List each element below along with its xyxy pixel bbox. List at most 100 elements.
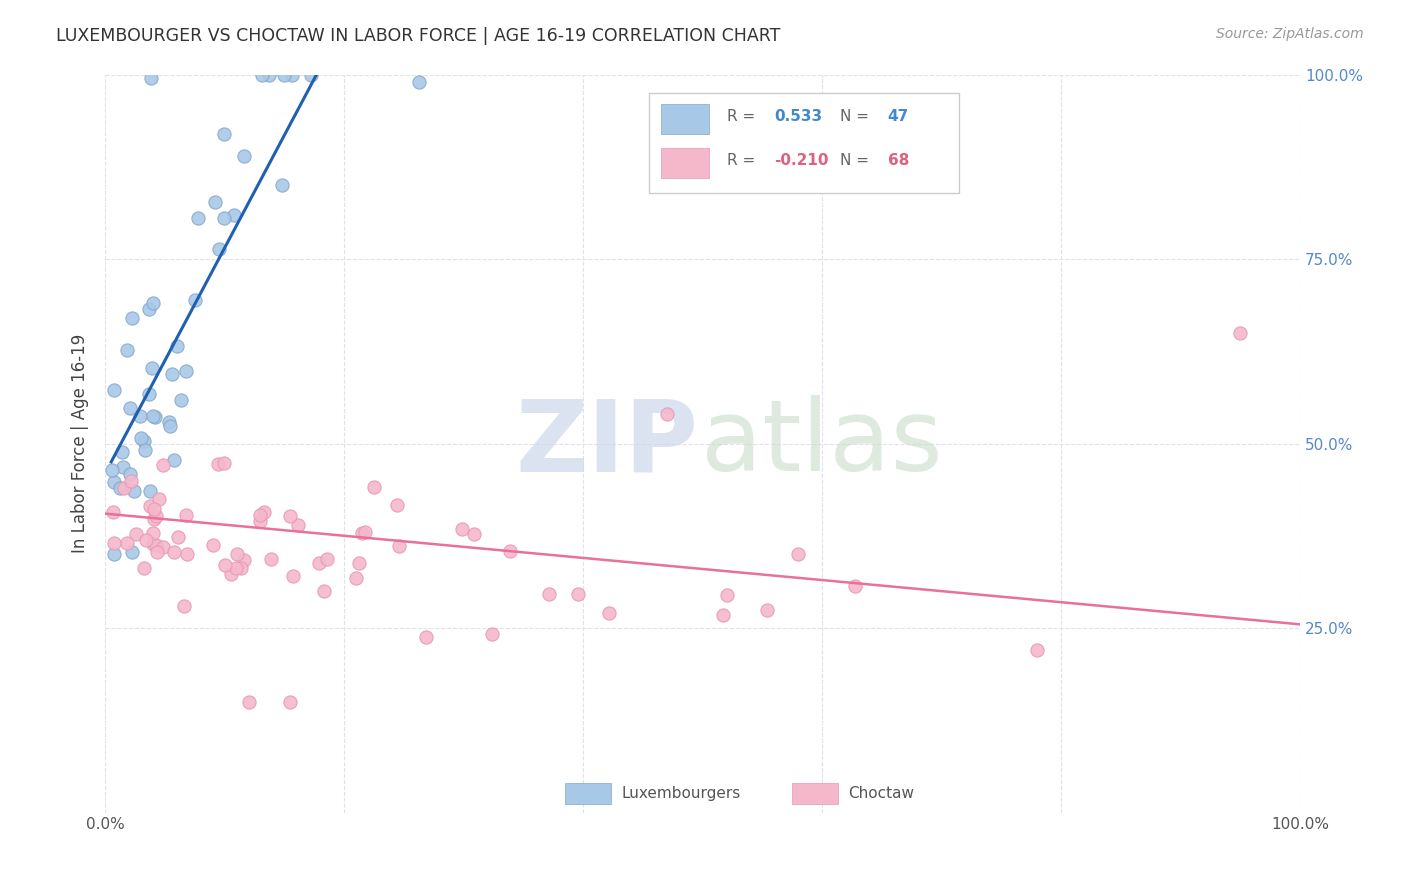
Text: -0.210: -0.210	[775, 153, 828, 169]
Point	[173, 599, 195, 614]
Point	[214, 558, 236, 573]
Point	[308, 556, 330, 570]
Point	[103, 536, 125, 550]
Point	[159, 419, 181, 434]
Point	[176, 548, 198, 562]
Text: 68: 68	[887, 153, 910, 169]
Text: LUXEMBOURGER VS CHOCTAW IN LABOR FORCE | AGE 16-19 CORRELATION CHART: LUXEMBOURGER VS CHOCTAW IN LABOR FORCE |…	[56, 27, 780, 45]
Point	[1229, 326, 1251, 340]
Point	[166, 339, 188, 353]
Point	[142, 537, 165, 551]
Point	[354, 525, 377, 540]
Point	[141, 361, 163, 376]
Point	[280, 509, 302, 524]
Point	[170, 393, 193, 408]
Point	[711, 608, 734, 623]
FancyBboxPatch shape	[648, 93, 959, 193]
Text: 47: 47	[887, 109, 910, 124]
Point	[139, 484, 162, 499]
Point	[499, 543, 522, 558]
Point	[174, 363, 197, 377]
Point	[120, 474, 142, 488]
Point	[135, 533, 157, 548]
Point	[142, 409, 165, 424]
Text: R =: R =	[727, 153, 759, 169]
Point	[112, 459, 135, 474]
Point	[121, 544, 143, 558]
Point	[219, 566, 242, 581]
Point	[249, 508, 271, 522]
Point	[148, 491, 170, 506]
Text: N =: N =	[839, 153, 875, 169]
Text: 0.533: 0.533	[775, 109, 823, 124]
Point	[287, 517, 309, 532]
Point	[257, 68, 280, 82]
FancyBboxPatch shape	[792, 783, 838, 804]
Point	[143, 409, 166, 424]
Point	[115, 535, 138, 549]
Point	[187, 211, 209, 225]
Point	[152, 458, 174, 473]
Point	[111, 445, 134, 459]
Point	[249, 514, 271, 528]
Point	[225, 561, 247, 575]
Point	[451, 522, 474, 536]
Point	[280, 695, 302, 709]
Point	[101, 505, 124, 519]
Text: N =: N =	[839, 109, 875, 124]
Point	[260, 551, 283, 566]
Point	[124, 527, 146, 541]
Point	[145, 538, 167, 552]
Text: Luxembourgers: Luxembourgers	[621, 786, 741, 801]
Point	[463, 526, 485, 541]
Point	[252, 68, 274, 82]
Point	[387, 539, 409, 553]
Point	[281, 68, 304, 82]
Point	[120, 467, 142, 482]
Point	[844, 579, 866, 593]
Point	[481, 626, 503, 640]
Point	[152, 540, 174, 554]
Point	[103, 547, 125, 561]
Point	[385, 498, 408, 512]
Text: ZIP: ZIP	[516, 395, 699, 492]
Point	[299, 68, 322, 82]
Point	[139, 499, 162, 513]
Text: Source: ZipAtlas.com: Source: ZipAtlas.com	[1216, 27, 1364, 41]
Point	[142, 296, 165, 310]
Point	[184, 293, 207, 308]
Point	[415, 630, 437, 644]
Point	[134, 443, 156, 458]
Point	[344, 572, 367, 586]
Point	[598, 607, 620, 621]
Point	[238, 695, 260, 709]
Point	[142, 525, 165, 540]
Point	[204, 195, 226, 210]
Point	[112, 481, 135, 495]
Point	[716, 588, 738, 602]
FancyBboxPatch shape	[565, 783, 610, 804]
FancyBboxPatch shape	[661, 148, 709, 178]
Point	[121, 311, 143, 326]
FancyBboxPatch shape	[661, 104, 709, 134]
Point	[347, 556, 370, 570]
Point	[122, 484, 145, 499]
Point	[567, 586, 589, 600]
Point	[103, 475, 125, 489]
Point	[1026, 643, 1049, 657]
Point	[273, 68, 295, 82]
Point	[132, 434, 155, 449]
Point	[163, 545, 186, 559]
Y-axis label: In Labor Force | Age 16-19: In Labor Force | Age 16-19	[72, 334, 89, 553]
Point	[208, 242, 231, 256]
Point	[225, 547, 247, 561]
Text: Choctaw: Choctaw	[848, 786, 914, 801]
Text: R =: R =	[727, 109, 759, 124]
Point	[212, 211, 235, 225]
Point	[101, 463, 124, 477]
Point	[146, 545, 169, 559]
Point	[214, 128, 236, 142]
Point	[138, 386, 160, 401]
Point	[142, 502, 165, 516]
Point	[229, 561, 252, 575]
